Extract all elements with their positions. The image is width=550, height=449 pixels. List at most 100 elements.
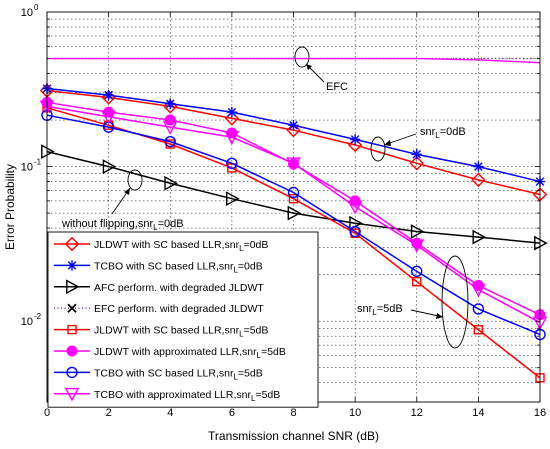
legend-entry: JLDWT with approximated LLR,snrL=5dB (54, 345, 286, 360)
annotation-snr0: snrL=0dB (420, 126, 466, 140)
legend-entry: TCBO with approximated LLR,snrL=5dB (54, 387, 280, 403)
x-tick-label: 14 (472, 407, 484, 419)
data-point (287, 205, 302, 221)
annotation-snr5-suffix: =5dB (377, 303, 403, 315)
data-point (411, 265, 423, 278)
x-tick-label: 16 (534, 407, 546, 419)
legend-label-sub: L (239, 244, 244, 253)
snr5-ellipse (441, 255, 469, 349)
snr0-arrowhead (384, 140, 391, 146)
y-axis-label: Error Probability (3, 164, 17, 250)
legend-label: JLDWT with SC based LLR,snrL=5dB (94, 325, 268, 339)
x-tick-label: 4 (167, 407, 173, 419)
data-point (473, 325, 484, 335)
data-point (165, 98, 176, 109)
legend-label: JLDWT with approximated LLR,snrL=5dB (94, 346, 286, 360)
x-axis-label: Transmission channel SNR (dB) (208, 429, 379, 443)
legend-entry: TCBO with SC based LLR,snrL=5dB (54, 366, 263, 381)
noflip-arrowhead (124, 188, 130, 195)
annotation-without-flipping: without flipping,snrL=0dB (61, 218, 184, 232)
data-point (472, 303, 485, 315)
legend-label-suffix: =5dB (244, 325, 269, 337)
series-2 (41, 144, 548, 251)
legend-entry: JLDWT with SC based LLR,snrL=5dB (54, 325, 268, 339)
legend-label: TCBO with approximated LLR,snrL=5dB (94, 389, 280, 403)
series-line-6 (46, 114, 541, 336)
legend-label: EFC perform. with degraded JLDWT (94, 303, 264, 315)
annotation-without-flipping-main: without flipping,snr (61, 218, 153, 230)
annotation-efc: EFC (326, 81, 348, 93)
efc-arrowhead (306, 64, 312, 70)
data-point (287, 186, 300, 199)
series-line-8 (47, 57, 541, 64)
legend-label-suffix: =5dB (255, 389, 280, 401)
annotation-snr0-suffix: =0dB (440, 126, 466, 138)
series-layer (39, 57, 548, 383)
data-point (471, 172, 486, 188)
data-point (103, 89, 114, 101)
legend-label-sub: L (239, 330, 244, 339)
series-line-0 (46, 89, 541, 196)
legend-label: JLDWT with SC based LLR,snrL=0dB (94, 239, 268, 253)
annotation-snr5: snrL=5dB (357, 303, 403, 317)
annotation-without-flipping-suffix: =0dB (158, 218, 184, 230)
y-tick-label: 10 (21, 316, 33, 328)
data-point (101, 110, 117, 125)
legend-label-main: JLDWT with approximated LLR,snr (94, 346, 257, 358)
legend-label-sub: L (251, 394, 256, 403)
legend-label-main: TCBO with SC based LLR,snr (94, 367, 234, 379)
annotation-snr5-main: snr (357, 303, 373, 315)
series-7 (39, 100, 548, 331)
data-point (164, 175, 178, 191)
data-point (349, 134, 361, 145)
legend-marker (67, 324, 77, 335)
data-point (286, 122, 301, 138)
legend-label-suffix: =0dB (238, 260, 263, 272)
data-point (162, 121, 178, 135)
legend-label: TCBO with SC based LLR,snrL=5dB (94, 367, 263, 381)
data-point (225, 191, 240, 207)
data-point (409, 239, 425, 253)
x-tick-label: 10 (349, 407, 361, 419)
legend-marker (64, 387, 80, 402)
x-tick-label: 0 (44, 407, 50, 419)
legend-label-main: JLDWT with SC based LLR,snr (94, 325, 240, 337)
legend-label-suffix: =5dB (261, 346, 286, 358)
data-point (286, 157, 301, 171)
efc-ellipse (294, 46, 310, 68)
legend-label: AFC perform. with degraded JLDWT (94, 282, 264, 294)
series-0 (39, 83, 548, 202)
series-line-7 (46, 105, 541, 324)
data-point (347, 137, 363, 153)
snr0-ellipse (370, 136, 386, 162)
legend-label-main: JLDWT with SC based LLR,snr (94, 239, 240, 251)
data-point (411, 149, 422, 160)
data-point (224, 111, 240, 126)
annotation-snr0-sub: L (435, 131, 440, 140)
data-point (410, 224, 425, 239)
data-point (473, 161, 484, 172)
legend-label-suffix: =0dB (244, 239, 269, 251)
legend-label-sub: L (257, 351, 262, 360)
x-tick-label: 8 (290, 407, 296, 419)
legend-entry: AFC perform. with degraded JLDWT (54, 279, 264, 295)
legend-label-main: EFC perform. with degraded JLDWT (94, 303, 264, 315)
legend-marker (64, 236, 80, 252)
series-line-2 (46, 150, 541, 244)
data-point (349, 225, 361, 238)
data-point (347, 200, 363, 215)
data-point (164, 114, 176, 126)
legend-marker (66, 366, 78, 379)
legend-label-main: AFC perform. with degraded JLDWT (94, 282, 264, 294)
y-tick-exponent: -1 (34, 158, 42, 167)
data-point (224, 131, 240, 145)
legend-label-sub: L (233, 265, 238, 274)
legend-box (47, 231, 319, 408)
legend-label-sub: L (233, 372, 238, 381)
data-point (288, 193, 299, 204)
y-tick-label: 10 (21, 7, 33, 19)
legend-label-suffix: =5dB (238, 367, 263, 379)
